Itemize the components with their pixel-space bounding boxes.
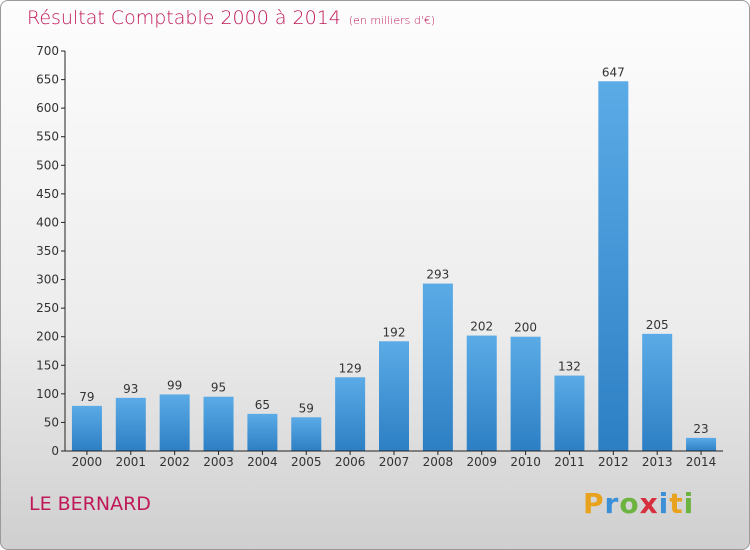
x-tick-label: 2014 — [686, 455, 717, 469]
bar — [510, 336, 541, 451]
chart-title: Résultat Comptable 2000 à 2014 (en millie… — [27, 7, 435, 29]
bar — [291, 417, 322, 451]
x-tick-label: 2000 — [72, 455, 103, 469]
x-tick-label: 2007 — [379, 455, 410, 469]
y-tick-label: 250 — [36, 301, 59, 315]
y-tick-label: 200 — [36, 330, 59, 344]
bar-value-label: 129 — [339, 361, 362, 375]
bar — [203, 396, 234, 451]
bar-value-label: 205 — [646, 318, 669, 332]
logo-letter: t — [669, 487, 684, 520]
y-tick-label: 600 — [36, 101, 59, 115]
bar-value-label: 79 — [79, 390, 94, 404]
y-tick-label: 400 — [36, 215, 59, 229]
logo-letter: o — [619, 487, 640, 520]
logo-letter: i — [683, 487, 695, 520]
x-tick-label: 2002 — [159, 455, 190, 469]
bar-value-label: 293 — [426, 268, 449, 282]
logo-letter: i — [658, 487, 670, 520]
y-tick-label: 150 — [36, 358, 59, 372]
bar — [642, 333, 673, 451]
bar-value-label: 93 — [123, 382, 138, 396]
bar-value-label: 59 — [299, 401, 314, 415]
y-tick-label: 550 — [36, 130, 59, 144]
bar-value-label: 132 — [558, 360, 581, 374]
bar — [686, 437, 717, 451]
y-tick-label: 500 — [36, 158, 59, 172]
logo-letter: x — [639, 487, 659, 520]
x-tick-label: 2005 — [291, 455, 322, 469]
bar — [335, 377, 366, 451]
proxiti-logo: Proxiti — [583, 487, 694, 520]
x-tick-label: 2013 — [642, 455, 673, 469]
chart-title-text: Résultat Comptable 2000 à 2014 — [27, 7, 341, 29]
y-tick-label: 300 — [36, 273, 59, 287]
y-tick-label: 0 — [51, 444, 59, 458]
y-tick-label: 700 — [36, 44, 59, 58]
bar — [554, 375, 585, 451]
x-tick-label: 2001 — [116, 455, 147, 469]
chart-unit-label: (en milliers d'€) — [348, 14, 436, 27]
commune-name: LE BERNARD — [29, 493, 151, 515]
x-tick-label: 2006 — [335, 455, 366, 469]
bar — [598, 81, 629, 452]
x-tick-label: 2009 — [466, 455, 497, 469]
bar-value-label: 647 — [602, 65, 625, 79]
y-tick-label: 50 — [44, 415, 59, 429]
bar-value-label: 192 — [383, 325, 406, 339]
x-tick-label: 2004 — [247, 455, 278, 469]
y-tick-label: 650 — [36, 73, 59, 87]
y-tick-label: 350 — [36, 244, 59, 258]
x-tick-label: 2012 — [598, 455, 629, 469]
bar-value-label: 202 — [470, 320, 493, 334]
y-tick-label: 450 — [36, 187, 59, 201]
logo-letter: r — [604, 487, 620, 520]
bar-value-label: 23 — [693, 422, 708, 436]
bar — [115, 397, 146, 451]
bar — [466, 335, 497, 451]
bar-value-label: 95 — [211, 381, 226, 395]
bar — [422, 283, 453, 451]
bar — [159, 394, 190, 451]
x-tick-label: 2003 — [203, 455, 234, 469]
bar — [71, 405, 102, 451]
bar-value-label: 99 — [167, 378, 182, 392]
logo-letter: P — [583, 487, 605, 520]
bar — [247, 413, 278, 451]
bar-value-label: 65 — [255, 398, 270, 412]
bar-value-label: 200 — [514, 321, 537, 335]
x-tick-label: 2011 — [554, 455, 585, 469]
x-tick-label: 2010 — [510, 455, 541, 469]
x-tick-label: 2008 — [423, 455, 454, 469]
bar — [379, 341, 409, 451]
y-tick-label: 100 — [36, 387, 59, 401]
